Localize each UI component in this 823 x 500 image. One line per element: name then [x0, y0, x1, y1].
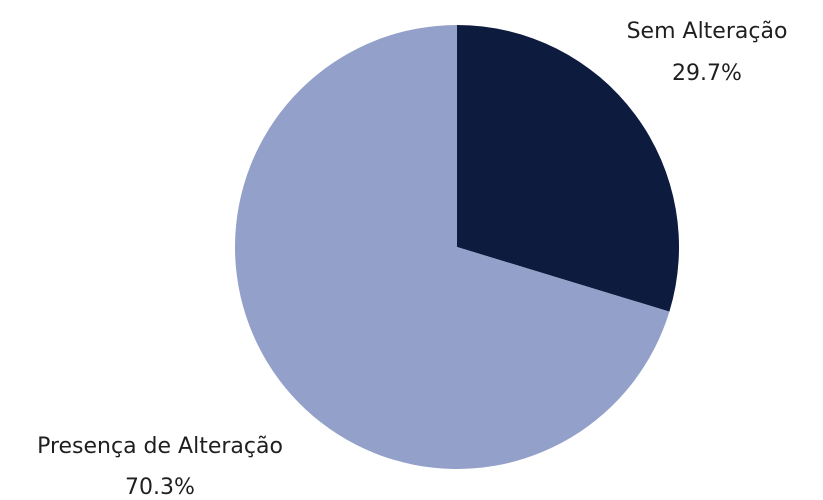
slice-label-value-1: 70.3%: [125, 475, 195, 500]
slice-label-name-0: Sem Alteração: [627, 19, 788, 44]
pie-slice-1: [235, 25, 670, 469]
pie-slices: [235, 25, 679, 469]
slice-label-name-1: Presença de Alteração: [37, 434, 283, 459]
slice-label-value-0: 29.7%: [672, 61, 742, 86]
slice-label-sem-alteracao: Sem Alteração 29.7%: [627, 19, 788, 86]
pie-slice-0: [457, 25, 679, 312]
slice-label-presenca-de-alteracao: Presença de Alteração 70.3%: [37, 434, 283, 500]
